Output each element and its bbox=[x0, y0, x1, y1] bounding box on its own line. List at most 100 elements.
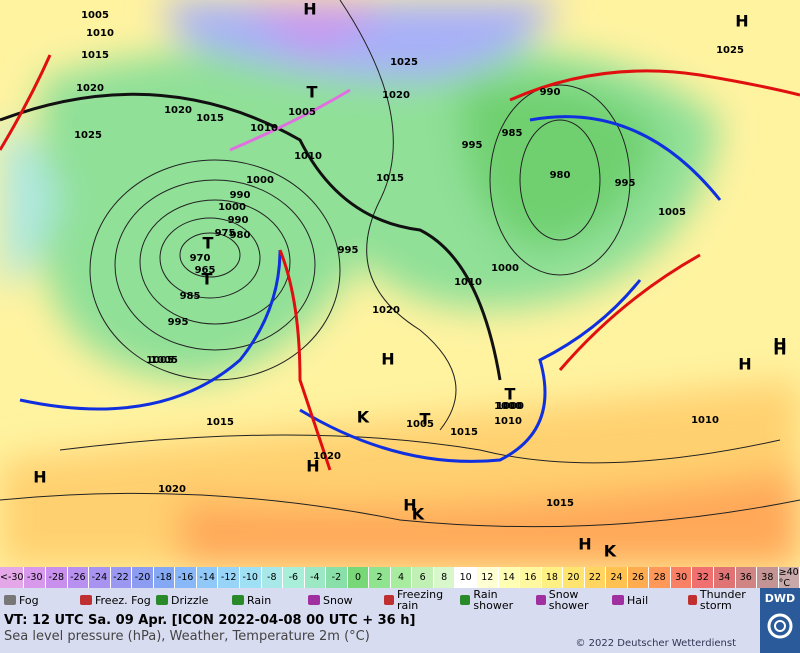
map-label: 1020 bbox=[158, 484, 186, 495]
map-label: 1015 bbox=[206, 417, 234, 428]
map-label: H bbox=[381, 350, 394, 369]
map-label: 1015 bbox=[546, 498, 574, 509]
map-label: 1010 bbox=[691, 415, 719, 426]
copyright: © 2022 Deutscher Wetterdienst bbox=[575, 638, 736, 649]
map-label: 1005 bbox=[81, 10, 109, 21]
logo-icon bbox=[767, 613, 793, 639]
legend-label: Freez. Fog bbox=[95, 593, 151, 607]
map-label: 1010 bbox=[86, 28, 114, 39]
legend-item: Rain bbox=[228, 588, 304, 612]
scale-cell: 22 bbox=[584, 567, 607, 588]
map-label: 1005 bbox=[146, 355, 174, 366]
map-label: 980 bbox=[550, 170, 571, 181]
scale-cell: 26 bbox=[627, 567, 650, 588]
legend-label: Rain bbox=[247, 593, 272, 607]
scale-cell: 0 bbox=[347, 567, 370, 588]
map-label: 975 bbox=[215, 228, 236, 239]
legend-icon bbox=[4, 595, 16, 605]
scale-cell: ≥40 °C bbox=[778, 566, 800, 589]
map-label: T bbox=[420, 410, 431, 429]
map-label: 1015 bbox=[196, 113, 224, 124]
map-label: 970 bbox=[190, 253, 211, 264]
scale-cell: 12 bbox=[476, 567, 499, 588]
map-label: 1000 bbox=[218, 202, 246, 213]
scale-cell: 20 bbox=[563, 567, 585, 588]
map-label: K bbox=[357, 408, 370, 427]
map-label: 990 bbox=[230, 190, 251, 201]
legend-item: Snow shower bbox=[532, 588, 608, 612]
scale-cell: -4 bbox=[304, 567, 327, 588]
map-label: 990 bbox=[540, 87, 561, 98]
map: H10051010101510201025101510201025H1005T1… bbox=[0, 0, 800, 567]
scale-cell: -2 bbox=[326, 567, 348, 588]
map-label: K bbox=[412, 505, 425, 524]
scale-cell: 8 bbox=[433, 567, 456, 588]
logo-text: DWD bbox=[764, 592, 796, 605]
scale-cell: 38 bbox=[757, 567, 779, 588]
map-label: 985 bbox=[180, 291, 201, 302]
legend-item: Fog bbox=[0, 588, 76, 612]
map-label: 1010 bbox=[294, 151, 322, 162]
scale-cell: 24 bbox=[606, 567, 628, 588]
description: Sea level pressure (hPa), Weather, Tempe… bbox=[4, 629, 370, 644]
map-label: 1000 bbox=[494, 401, 522, 412]
legend-label: Snow shower bbox=[548, 588, 589, 612]
map-label: 1000 bbox=[491, 263, 519, 274]
scale-cell: -18 bbox=[153, 567, 176, 588]
legend-label: Hail bbox=[627, 593, 649, 607]
legend-label: Thunder storm bbox=[699, 588, 746, 612]
map-label: 990 bbox=[228, 215, 249, 226]
map-label: 1015 bbox=[81, 50, 109, 61]
legend-icon bbox=[612, 595, 624, 605]
scale-cell: <-30 bbox=[0, 567, 25, 588]
map-label: 1005 bbox=[658, 207, 686, 218]
map-label: T bbox=[307, 83, 318, 102]
map-label: 1005 bbox=[406, 419, 434, 430]
footer: VT: 12 UTC Sa. 09 Apr. [ICON 2022-04-08 … bbox=[0, 612, 760, 653]
scale-cell: -12 bbox=[218, 567, 240, 588]
legend-icon bbox=[156, 595, 168, 605]
scale-cell: 34 bbox=[713, 567, 736, 588]
scale-cell: 6 bbox=[412, 567, 434, 588]
map-label: 995 bbox=[168, 317, 189, 328]
map-label: 1015 bbox=[450, 427, 478, 438]
legend-icon bbox=[688, 595, 697, 605]
map-label: 1020 bbox=[76, 83, 104, 94]
logo: DWD bbox=[760, 588, 800, 653]
scale-cell: -24 bbox=[89, 567, 111, 588]
scale-cell: 30 bbox=[670, 567, 693, 588]
map-label: 965 bbox=[195, 265, 216, 276]
scale-cell: -30 bbox=[24, 567, 47, 588]
legend-label: Drizzle bbox=[171, 593, 209, 607]
map-label: 1005 bbox=[150, 355, 178, 366]
legend-item: Thunder storm bbox=[684, 588, 760, 612]
map-label: T bbox=[203, 234, 214, 253]
legend-label: Fog bbox=[19, 593, 39, 607]
map-label: 1020 bbox=[382, 90, 410, 101]
map-label: 1000 bbox=[496, 401, 524, 412]
scale-cell: -6 bbox=[283, 567, 305, 588]
map-label: 995 bbox=[615, 178, 636, 189]
map-label: 1010 bbox=[454, 277, 482, 288]
valid-time: VT: 12 UTC Sa. 09 Apr. [ICON 2022-04-08 … bbox=[4, 613, 416, 628]
map-label: 1015 bbox=[376, 173, 404, 184]
legend-label: Snow bbox=[323, 593, 353, 607]
map-label: 1025 bbox=[716, 45, 744, 56]
legend-item: Freez. Fog bbox=[76, 588, 152, 612]
legend-icon bbox=[80, 595, 92, 605]
map-label: 985 bbox=[502, 128, 523, 139]
scale-cell: 4 bbox=[390, 567, 413, 588]
scale-cell: -10 bbox=[239, 567, 262, 588]
map-label: H bbox=[33, 468, 46, 487]
map-label: H bbox=[735, 12, 748, 31]
scale-cell: 28 bbox=[649, 567, 671, 588]
map-label: T bbox=[202, 270, 213, 289]
scale-cell: 32 bbox=[692, 567, 714, 588]
legend-icon bbox=[384, 595, 394, 605]
scale-cell: 36 bbox=[735, 567, 758, 588]
map-label: 1025 bbox=[390, 57, 418, 68]
scale-cell: 10 bbox=[455, 567, 477, 588]
map-label: H bbox=[738, 355, 751, 374]
scale-cell: -20 bbox=[132, 567, 154, 588]
